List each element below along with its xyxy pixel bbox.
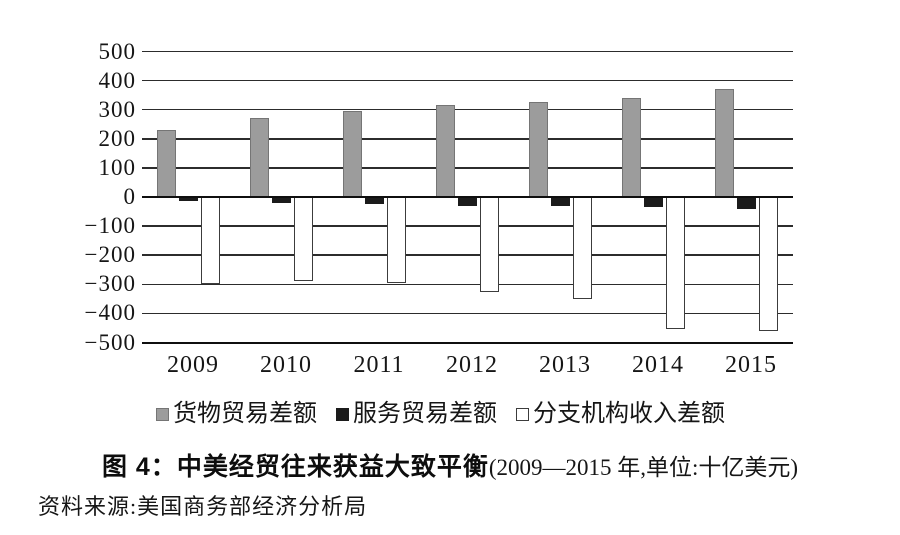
source-note: 资料来源:美国商务部经济分析局 [38,494,368,519]
gridline-300 [142,108,793,111]
bar-services-trade-balance-2014 [644,197,663,208]
gridline-100 [142,167,793,169]
chart-legend: 货物贸易差额 服务贸易差额 分支机构收入差额 [156,399,725,429]
x-axis-label-2012: 2012 [446,352,498,378]
bar-goods-trade-balance-2012 [436,105,455,197]
bar-affiliate-income-balance-2010 [294,197,313,282]
y-axis-tick-label: 100 [98,154,136,180]
legend-item-goods-trade-balance: 货物贸易差额 [156,399,317,429]
y-axis-tick-label: −400 [84,300,136,326]
y-axis-tick-label: 200 [98,125,136,151]
y-axis-tick-label: 0 [123,184,136,209]
bar-goods-trade-balance-2011 [343,111,362,197]
bar-chart: 500 400 300 200 100 0 −100 −200 −300 −400 −500 2009… [84,38,793,378]
gridline--200 [142,254,793,256]
bar-goods-trade-balance-2015 [715,89,734,197]
legend-label: 分支机构收入差额 [533,401,725,427]
bar-goods-trade-balance-2014 [622,98,641,197]
legend-marker-goods-trade-balance [156,407,169,421]
y-axis-tick-label: 500 [98,38,136,64]
gridline--500 [142,341,793,344]
bar-services-trade-balance-2015 [737,197,756,209]
legend-item-services-trade-balance: 服务贸易差额 [336,399,497,429]
x-axis-label-2011: 2011 [353,352,405,378]
bar-services-trade-balance-2012 [458,197,477,206]
bar-goods-trade-balance-2009 [157,130,176,197]
x-axis-label-2009: 2009 [167,352,219,378]
gridline-400 [142,79,793,82]
bar-goods-trade-balance-2010 [250,118,269,197]
legend-label: 服务贸易差额 [353,401,497,427]
x-axis-label-2014: 2014 [632,352,684,378]
y-axis-tick-label: −200 [84,242,136,268]
figure-caption-title: 中美经贸往来获益大致平衡 [176,453,489,481]
legend-marker-services-trade-balance [336,407,349,421]
gridline-0 [142,195,793,199]
bar-affiliate-income-balance-2011 [387,197,406,283]
bar-affiliate-income-balance-2009 [201,197,220,285]
gridline-500 [142,50,793,53]
legend-label: 货物贸易差额 [173,401,317,427]
x-axis-label-2015: 2015 [725,352,777,378]
figure-caption-note: (2009—2015 年,单位:十亿美元) [488,455,799,480]
y-axis-tick-label: −300 [84,271,136,297]
bar-goods-trade-balance-2013 [529,102,548,197]
bar-affiliate-income-balance-2015 [759,197,778,331]
bar-services-trade-balance-2013 [551,197,570,206]
figure-caption-label: 图 4： [101,453,177,481]
x-axis-label-2010: 2010 [260,352,312,378]
gridline-200 [142,138,793,140]
bar-services-trade-balance-2011 [365,197,384,205]
legend-item-affiliate-income-balance: 分支机构收入差额 [516,399,725,429]
figure-caption: 图 4：中美经贸往来获益大致平衡(2009—2015 年,单位:十亿美元) [0,447,900,483]
bar-services-trade-balance-2009 [179,197,198,202]
bar-services-trade-balance-2010 [272,197,291,203]
bar-affiliate-income-balance-2013 [573,197,592,299]
y-axis-tick-label: −500 [84,329,136,355]
bar-affiliate-income-balance-2014 [666,197,685,330]
gridline--400 [142,312,793,315]
gridline--100 [142,225,793,227]
y-axis-tick-label: 400 [98,67,136,93]
bar-affiliate-income-balance-2012 [480,197,499,292]
legend-marker-affiliate-income-balance [516,407,529,421]
y-axis-tick-label: 300 [98,96,136,122]
y-axis-tick-label: −100 [84,213,136,239]
gridline--300 [142,283,793,286]
x-axis-label-2013: 2013 [539,352,591,378]
